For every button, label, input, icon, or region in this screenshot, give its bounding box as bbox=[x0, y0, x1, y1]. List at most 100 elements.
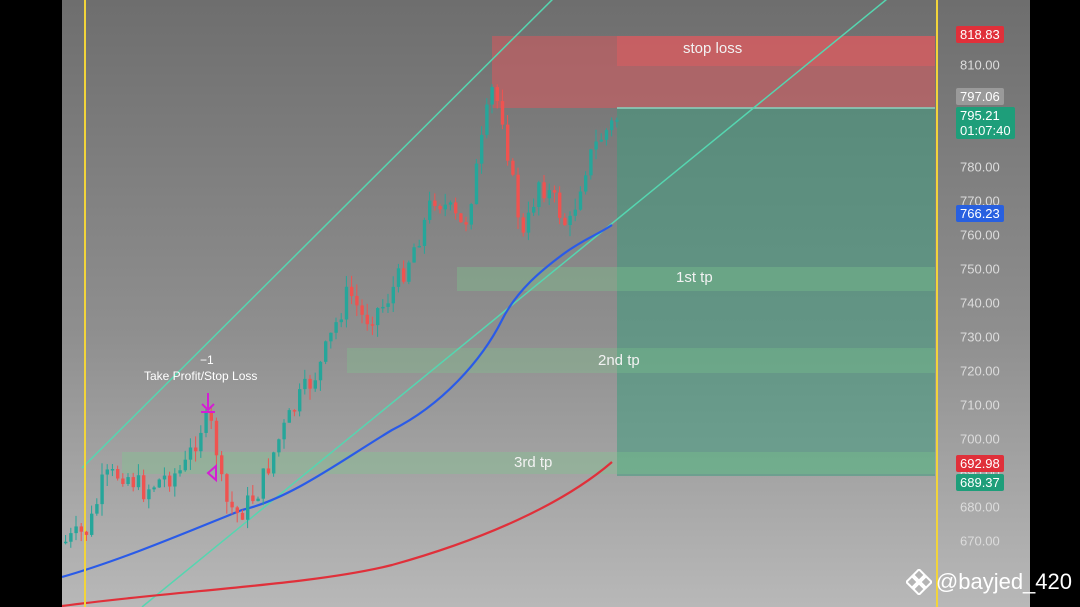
candle-body bbox=[428, 200, 432, 220]
candle-body bbox=[194, 447, 198, 452]
candle-body bbox=[443, 204, 447, 210]
price-chart[interactable] bbox=[62, 0, 942, 607]
marker-count: −1 bbox=[200, 353, 214, 367]
price-tick: 720.00 bbox=[960, 363, 1000, 379]
tp1-label: 1st tp bbox=[676, 269, 713, 286]
candle-body bbox=[303, 378, 307, 390]
candle-body bbox=[516, 174, 520, 218]
candle-body bbox=[277, 439, 281, 453]
candle-body bbox=[589, 149, 593, 176]
candle-body bbox=[485, 104, 489, 135]
candle-body bbox=[474, 163, 479, 205]
candle-body bbox=[386, 303, 390, 307]
target-price-tag: 689.37 bbox=[956, 474, 1004, 491]
price-tick: 680.00 bbox=[960, 499, 1000, 515]
ema-slow-line bbox=[62, 461, 613, 607]
candle-body bbox=[480, 134, 484, 164]
candle-body bbox=[334, 322, 338, 333]
candle-body bbox=[558, 192, 562, 218]
candle-body bbox=[188, 447, 193, 460]
candle-body bbox=[168, 475, 172, 487]
ema-slow-price-tag: 692.98 bbox=[956, 455, 1004, 472]
bar-countdown: 01:07:40 bbox=[960, 123, 1011, 138]
candle-body bbox=[64, 541, 68, 544]
tp1-zone bbox=[457, 267, 935, 291]
candle-body bbox=[552, 190, 557, 193]
candle-body bbox=[74, 526, 78, 534]
candle-body bbox=[599, 139, 603, 142]
candle-body bbox=[225, 474, 229, 502]
stop-loss-label: stop loss bbox=[683, 40, 743, 57]
price-tick: 740.00 bbox=[960, 295, 1000, 311]
candle-body bbox=[584, 175, 588, 192]
candle-body bbox=[542, 182, 546, 199]
candle-body bbox=[417, 245, 421, 248]
price-tick: 760.00 bbox=[960, 227, 1000, 243]
candle-body bbox=[402, 268, 406, 282]
candle-body bbox=[90, 513, 94, 535]
trade-marker-icon[interactable] bbox=[201, 393, 215, 413]
candle-body bbox=[266, 468, 271, 474]
candle-body bbox=[563, 217, 567, 226]
candle-body bbox=[604, 130, 609, 140]
marker-label: Take Profit/Stop Loss bbox=[144, 369, 258, 383]
candle-body bbox=[214, 420, 219, 456]
candle-body bbox=[69, 533, 73, 542]
ema-fast-price-tag: 766.23 bbox=[956, 205, 1004, 222]
candle-body bbox=[469, 204, 473, 225]
price-scale[interactable]: 810.00 780.00 770.00 760.00 750.00 740.0… bbox=[942, 0, 1030, 607]
channel-upper-line[interactable] bbox=[81, 0, 572, 469]
candle-body bbox=[422, 219, 427, 246]
candle-body bbox=[438, 205, 442, 210]
candle-body bbox=[183, 459, 187, 471]
candle-body bbox=[121, 478, 125, 484]
candle-body bbox=[433, 200, 437, 206]
candle-body bbox=[235, 507, 239, 513]
candle-body bbox=[568, 215, 572, 226]
candle-body bbox=[521, 217, 525, 233]
candle-body bbox=[407, 262, 411, 282]
ema-fast-line bbox=[62, 224, 613, 579]
candle-body bbox=[173, 473, 177, 487]
price-tick: 710.00 bbox=[960, 397, 1000, 413]
candle-body bbox=[287, 410, 291, 423]
stop-price-tag: 818.83 bbox=[956, 26, 1004, 43]
candle-body bbox=[178, 470, 182, 474]
candle-body bbox=[495, 87, 499, 102]
candle-body bbox=[526, 212, 531, 233]
candle-body bbox=[381, 306, 385, 309]
candle-body bbox=[136, 475, 141, 488]
binance-logo-icon bbox=[905, 569, 932, 595]
candlesticks[interactable] bbox=[64, 84, 619, 548]
candle-body bbox=[329, 332, 333, 342]
candle-body bbox=[308, 378, 312, 389]
candle-body bbox=[313, 380, 317, 389]
entry-price-tag: 797.06 bbox=[956, 88, 1004, 105]
candle-body bbox=[261, 468, 265, 499]
candle-body bbox=[547, 190, 551, 199]
candle-body bbox=[157, 479, 161, 488]
candle-body bbox=[594, 141, 598, 150]
target-zone bbox=[617, 108, 935, 476]
chart-area[interactable]: stop loss 1st tp 2nd tp 3rd tp −1 Take P… bbox=[62, 0, 942, 607]
candle-body bbox=[532, 206, 536, 213]
candle-body bbox=[126, 477, 130, 484]
candle-body bbox=[578, 191, 583, 210]
candle-body bbox=[84, 531, 89, 535]
candle-body bbox=[147, 489, 151, 500]
candle-body bbox=[116, 469, 120, 479]
candle-body bbox=[511, 160, 515, 175]
candle-body bbox=[79, 526, 83, 532]
candle-body bbox=[246, 495, 250, 520]
exit-marker-icon bbox=[206, 463, 217, 483]
candle-body bbox=[500, 101, 505, 125]
candle-body bbox=[298, 389, 302, 412]
candle-body bbox=[615, 120, 619, 122]
candle-body bbox=[454, 202, 458, 214]
candle-body bbox=[199, 432, 203, 452]
price-tick: 730.00 bbox=[960, 329, 1000, 345]
tp2-label: 2nd tp bbox=[598, 352, 640, 369]
candle-body bbox=[282, 422, 286, 440]
channel-lower-line[interactable] bbox=[141, 0, 892, 607]
candle-body bbox=[209, 410, 213, 421]
